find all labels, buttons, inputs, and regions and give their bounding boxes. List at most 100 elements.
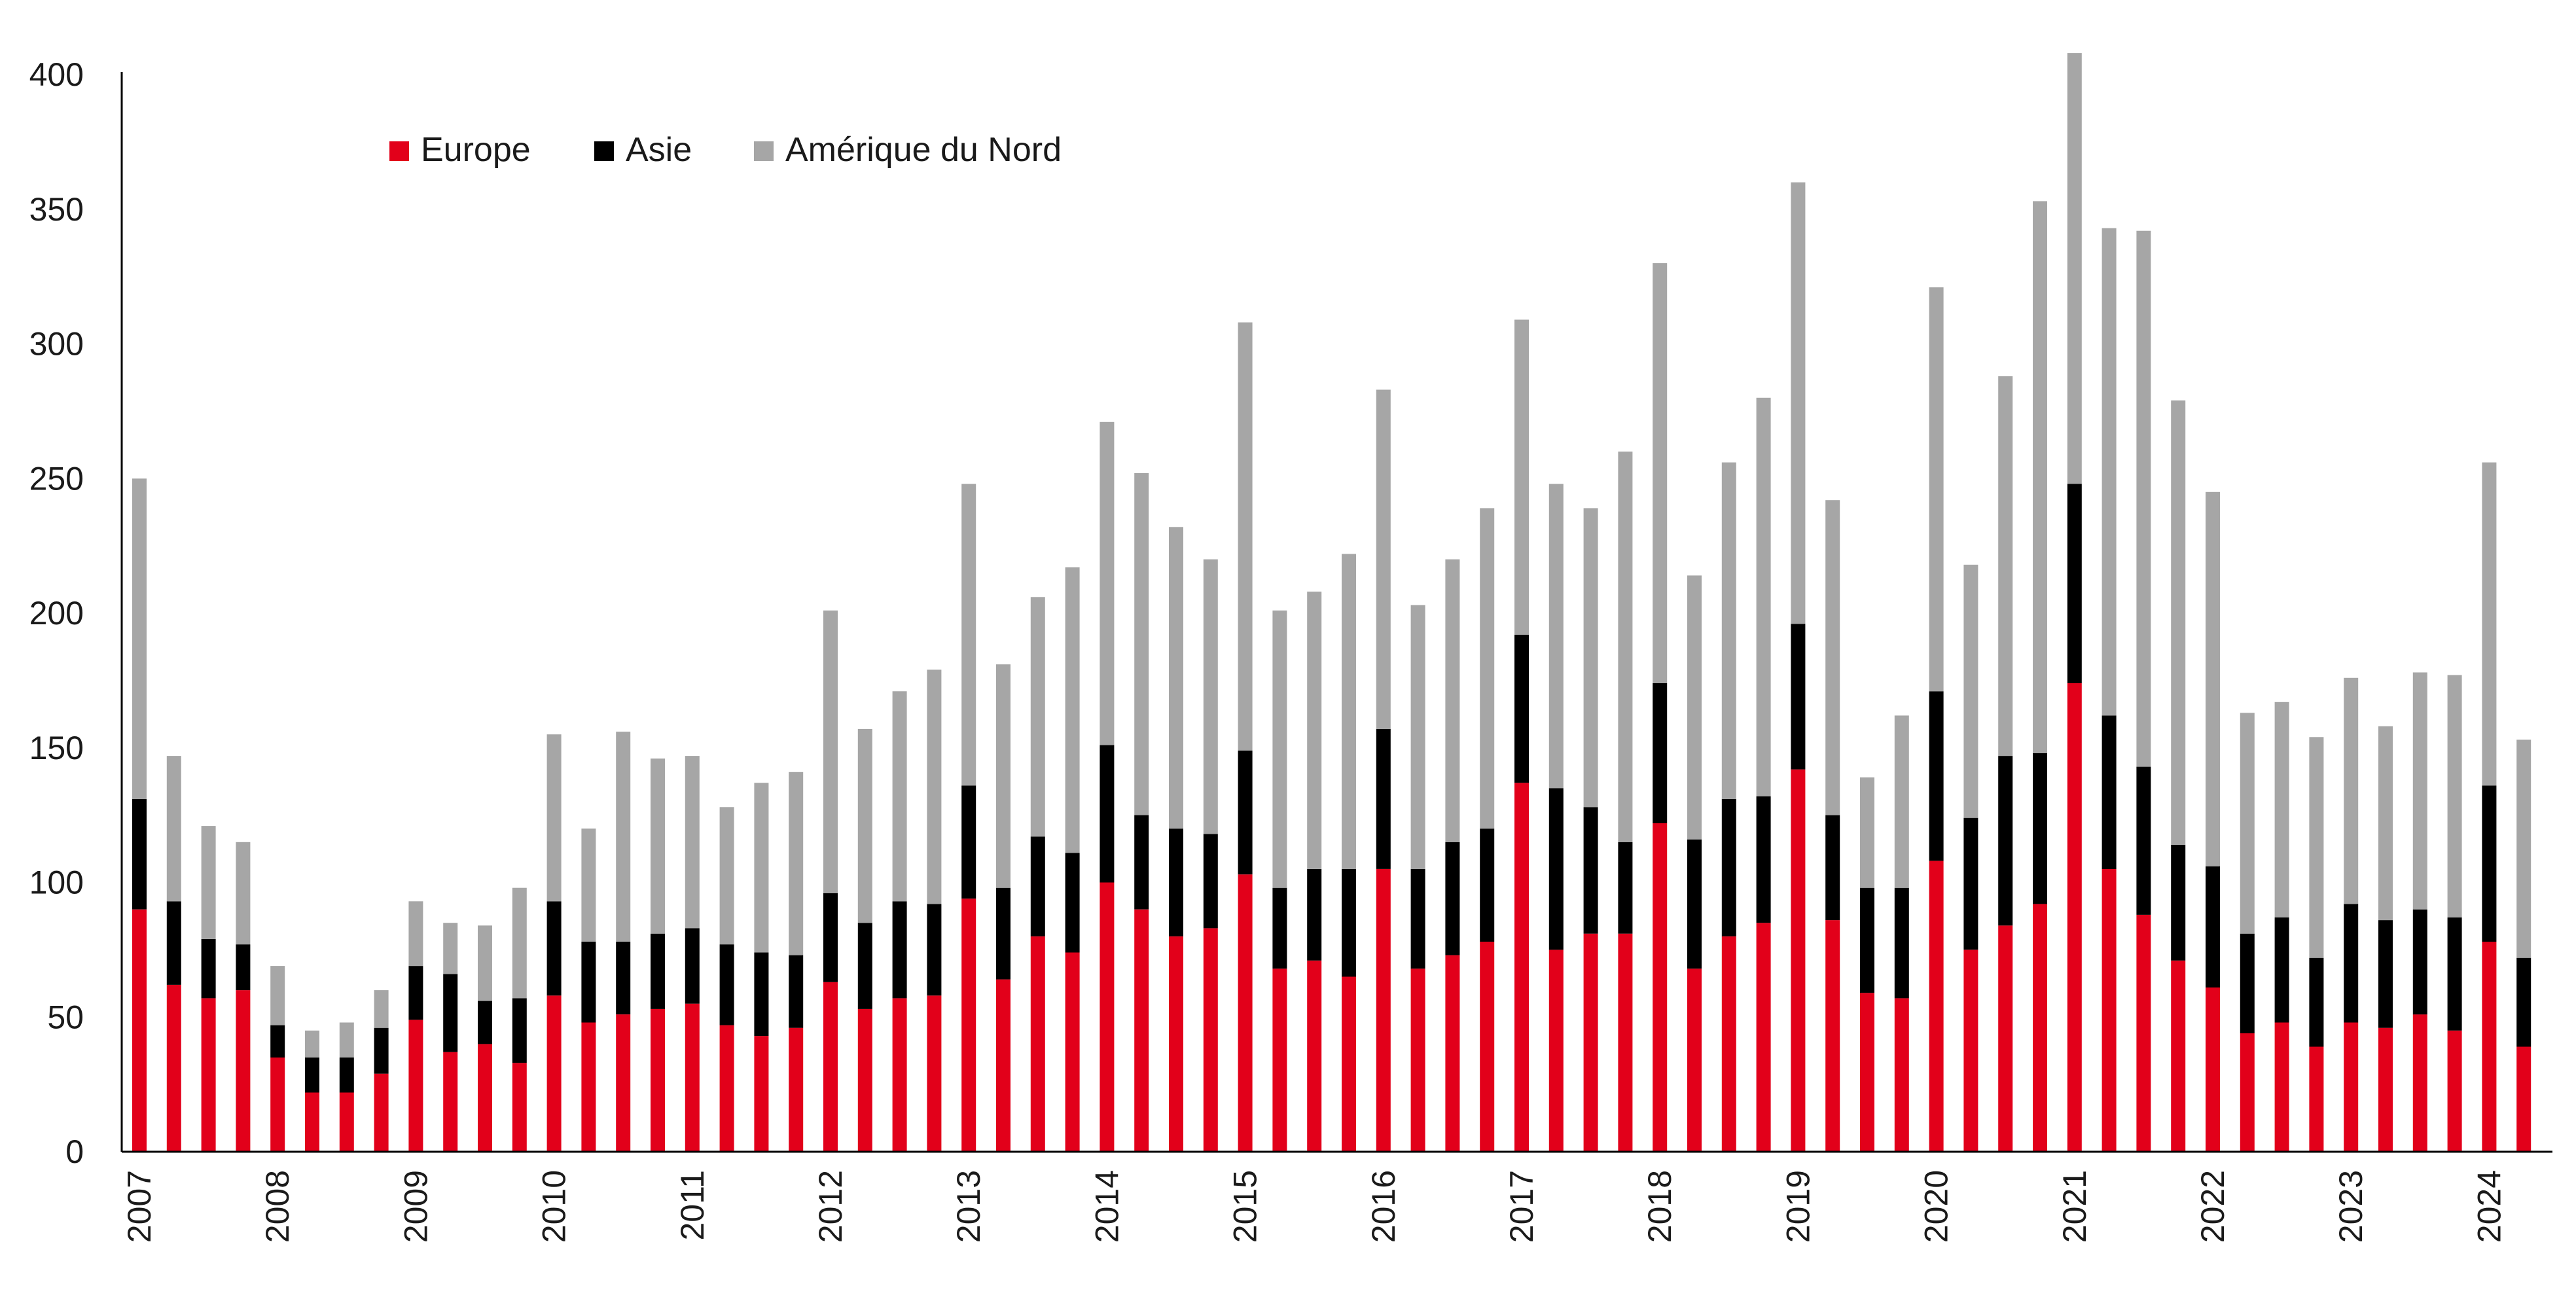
bar-am-rique-du-nord-46 [1721,462,1736,799]
bar-am-rique-du-nord-5 [305,1030,319,1058]
bar-asie-59 [2171,844,2186,961]
bar-am-rique-du-nord-15 [651,758,665,934]
x-tick-label-2016: 2016 [1365,1170,1402,1243]
bar-am-rique-du-nord-36 [1376,389,1391,729]
bar-am-rique-du-nord-41 [1548,484,1564,789]
bar-asie-57 [2102,715,2117,869]
bar-am-rique-du-nord-54 [1998,376,2013,756]
bar-europe-21 [857,1008,872,1152]
bar-am-rique-du-nord-9 [443,923,458,974]
bar-europe-39 [1480,942,1495,1152]
bar-europe-11 [512,1063,527,1152]
bar-am-rique-du-nord-22 [892,691,907,902]
x-tick-label-2007: 2007 [121,1170,158,1243]
bar-asie-46 [1721,798,1736,936]
x-tick-label-2018: 2018 [1641,1170,1678,1243]
bar-am-rique-du-nord-39 [1480,508,1495,829]
bar-asie-37 [1410,868,1425,969]
bar-am-rique-du-nord-40 [1514,319,1529,635]
bar-asie-56 [2067,484,2082,683]
bar-am-rique-du-nord-65 [2378,726,2393,921]
bar-asie-60 [2206,866,2220,987]
bar-asie-63 [2309,957,2324,1047]
legend-label-asie: Asie [626,131,692,169]
bar-europe-26 [1030,936,1045,1152]
bar-am-rique-du-nord-21 [857,728,872,923]
bar-europe-33 [1272,969,1287,1152]
bar-europe-4 [270,1058,285,1152]
bar-asie-18 [754,952,769,1037]
bar-am-rique-du-nord-31 [1203,559,1218,834]
bar-asie-42 [1583,807,1598,934]
y-tick-label-300: 300 [29,326,84,363]
bar-am-rique-du-nord-64 [2344,677,2359,904]
bar-europe-10 [478,1044,492,1152]
bar-asie-61 [2240,933,2255,1033]
bar-asie-15 [651,933,665,1009]
x-tick-label-2015: 2015 [1227,1170,1264,1243]
bar-europe-18 [754,1036,769,1152]
bar-asie-31 [1203,834,1218,929]
bar-am-rique-du-nord-26 [1030,597,1045,837]
bar-europe-66 [2412,1014,2427,1152]
bar-asie-69 [2516,957,2531,1047]
bar-europe-44 [1653,823,1668,1152]
bar-europe-47 [1756,923,1771,1152]
bar-europe-50 [1860,993,1874,1152]
bar-asie-36 [1376,728,1391,869]
bar-asie-38 [1445,842,1460,955]
bar-am-rique-du-nord-4 [270,966,285,1025]
bar-am-rique-du-nord-63 [2309,737,2324,958]
bar-asie-25 [996,887,1011,980]
bar-asie-40 [1514,634,1529,783]
bar-europe-42 [1583,933,1598,1152]
bar-asie-33 [1272,887,1287,969]
x-tick-label-2014: 2014 [1088,1170,1125,1243]
bar-europe-28 [1100,882,1115,1152]
x-tick-label-2020: 2020 [1918,1170,1955,1243]
bar-am-rique-du-nord-17 [719,807,734,945]
bar-europe-30 [1169,936,1183,1152]
bar-am-rique-du-nord-56 [2067,53,2082,484]
bar-asie-0 [132,798,147,910]
y-tick-label-100: 100 [29,864,84,901]
bar-asie-8 [408,966,423,1020]
bar-am-rique-du-nord-0 [132,478,147,799]
bar-europe-62 [2274,1022,2289,1152]
bar-am-rique-du-nord-66 [2412,672,2427,910]
bar-asie-3 [236,944,251,991]
bar-europe-31 [1203,928,1218,1152]
bar-europe-17 [719,1025,734,1152]
y-tick-label-350: 350 [29,191,84,228]
bar-asie-55 [2033,753,2047,904]
bar-asie-47 [1756,796,1771,923]
bar-asie-21 [857,923,872,1009]
bar-am-rique-du-nord-62 [2274,702,2289,917]
y-tick-label-0: 0 [65,1133,84,1170]
bar-asie-44 [1653,683,1668,823]
bar-europe-35 [1342,976,1356,1152]
x-tick-label-2013: 2013 [950,1170,987,1243]
bar-am-rique-du-nord-30 [1169,527,1183,829]
bar-am-rique-du-nord-23 [927,669,942,904]
bar-asie-14 [616,942,631,1015]
bar-asie-12 [546,901,562,996]
bar-europe-3 [236,990,251,1152]
bar-asie-68 [2482,785,2497,942]
bar-asie-30 [1169,828,1183,936]
bar-asie-41 [1548,788,1564,950]
bar-europe-32 [1238,874,1253,1152]
bar-asie-20 [823,893,838,982]
bar-europe-51 [1894,998,1909,1152]
bar-am-rique-du-nord-16 [685,756,700,929]
bar-am-rique-du-nord-37 [1410,605,1425,869]
bar-asie-27 [1065,853,1080,953]
legend-swatch-asie [594,141,614,161]
legend: Europe Asie Amérique du Nord [389,131,1062,169]
x-tick-label-2024: 2024 [2471,1170,2507,1243]
bar-europe-37 [1410,969,1425,1152]
bar-europe-54 [1998,925,2013,1152]
bar-am-rique-du-nord-11 [512,887,527,999]
bar-am-rique-du-nord-10 [478,925,492,1001]
